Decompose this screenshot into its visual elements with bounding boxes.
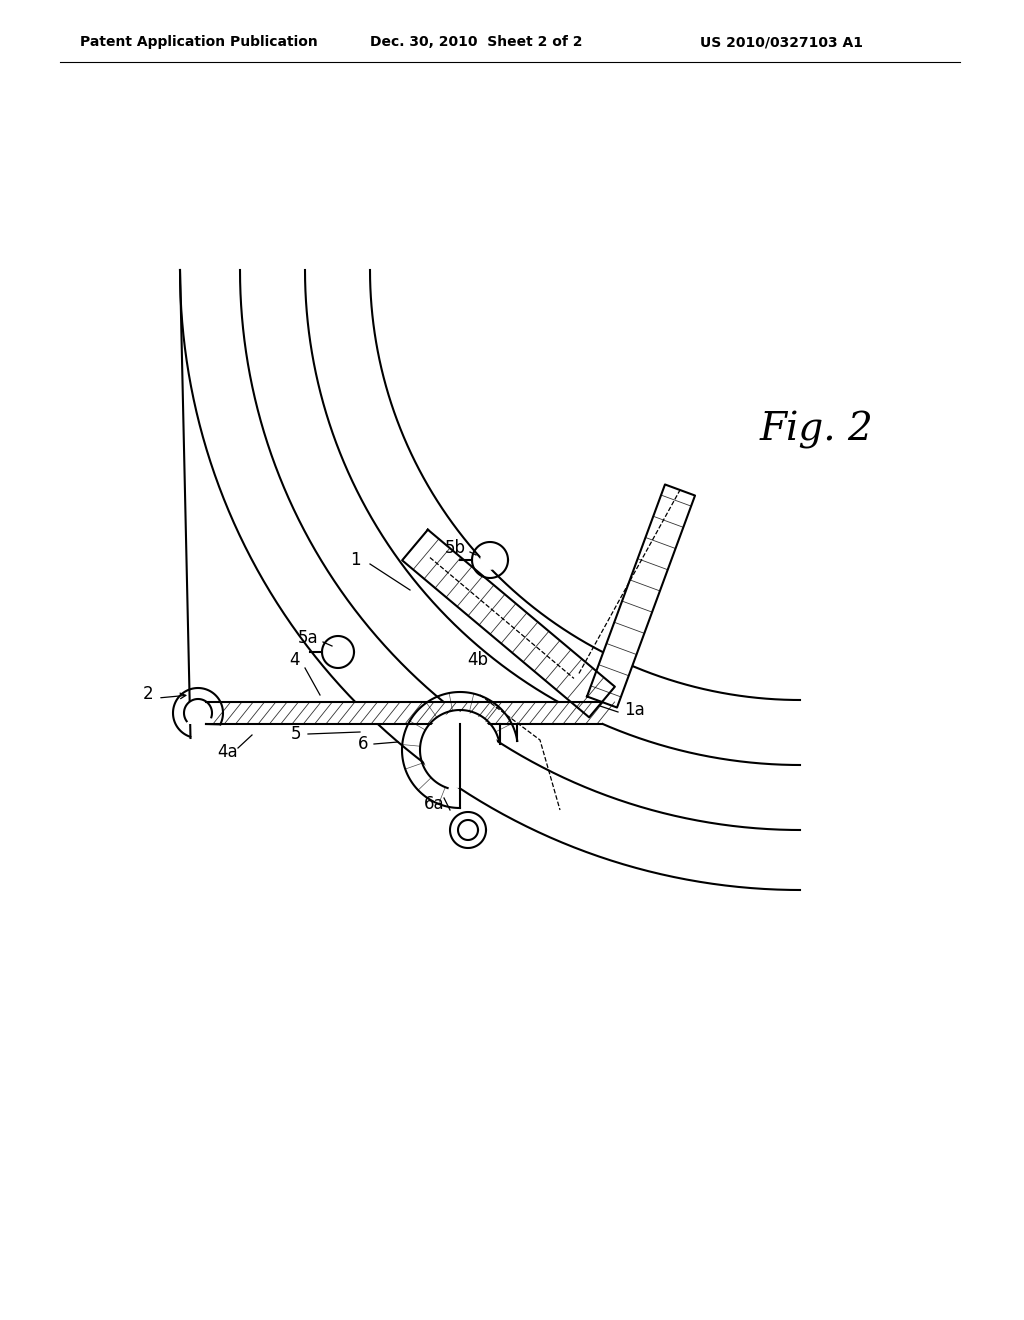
Text: 4a: 4a bbox=[218, 743, 239, 762]
Circle shape bbox=[329, 643, 347, 661]
Text: Fig. 2: Fig. 2 bbox=[760, 411, 873, 449]
Text: 1a: 1a bbox=[625, 701, 645, 719]
Polygon shape bbox=[587, 484, 695, 708]
Text: 5: 5 bbox=[291, 725, 301, 743]
Text: Dec. 30, 2010  Sheet 2 of 2: Dec. 30, 2010 Sheet 2 of 2 bbox=[370, 36, 583, 49]
Text: 4: 4 bbox=[290, 651, 300, 669]
Polygon shape bbox=[188, 702, 602, 723]
Text: 6a: 6a bbox=[424, 795, 444, 813]
Text: 5a: 5a bbox=[298, 630, 318, 647]
Circle shape bbox=[422, 711, 498, 788]
Text: 5b: 5b bbox=[444, 539, 466, 557]
Circle shape bbox=[480, 550, 500, 570]
Text: 4b: 4b bbox=[468, 651, 488, 669]
Text: 2: 2 bbox=[142, 685, 154, 704]
Text: Patent Application Publication: Patent Application Publication bbox=[80, 36, 317, 49]
Text: US 2010/0327103 A1: US 2010/0327103 A1 bbox=[700, 36, 863, 49]
Text: 1: 1 bbox=[349, 550, 360, 569]
Polygon shape bbox=[402, 529, 614, 717]
Text: 6: 6 bbox=[357, 735, 369, 752]
Circle shape bbox=[459, 821, 477, 840]
